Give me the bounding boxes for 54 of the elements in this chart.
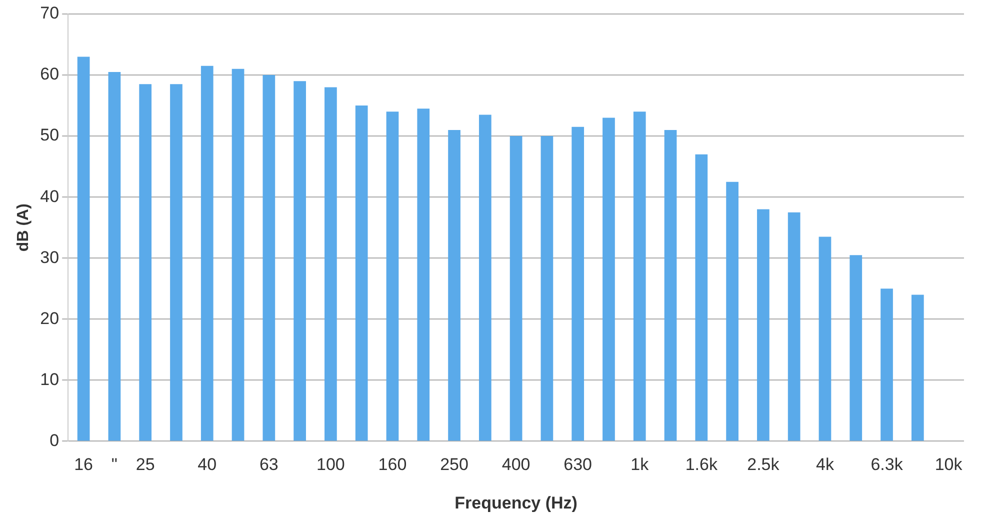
bar xyxy=(355,106,368,441)
x-tick-label: 160 xyxy=(378,455,407,474)
y-tick-label: 30 xyxy=(40,248,60,267)
y-tick-label: 0 xyxy=(50,430,60,450)
x-tick-label: 25 xyxy=(136,455,155,474)
x-tick-label: 2.5k xyxy=(747,455,780,474)
x-tick-label: 16 xyxy=(74,455,94,474)
bar xyxy=(262,75,276,441)
y-tick-label: 50 xyxy=(40,126,60,145)
bar xyxy=(850,255,862,441)
bar xyxy=(602,118,615,441)
bar xyxy=(324,87,337,441)
bar xyxy=(695,154,708,441)
y-tick-label: 40 xyxy=(40,186,60,206)
y-axis-title: dB (A) xyxy=(15,204,32,252)
bar xyxy=(757,209,770,441)
bar xyxy=(664,130,677,441)
y-tick-label: 70 xyxy=(40,4,60,23)
bar xyxy=(911,294,924,441)
y-tick-label: 10 xyxy=(40,370,60,389)
bar xyxy=(294,81,306,441)
bar xyxy=(510,136,522,441)
bar xyxy=(788,212,800,441)
x-tick-label: 100 xyxy=(316,455,345,474)
bar xyxy=(478,114,492,441)
bar xyxy=(726,182,738,441)
bar xyxy=(170,84,182,441)
bar xyxy=(417,108,430,441)
x-tick-label: 63 xyxy=(259,455,278,474)
bar xyxy=(448,130,460,441)
bar xyxy=(540,136,554,441)
x-tick-label: 400 xyxy=(502,455,530,474)
bar xyxy=(633,112,646,441)
y-tick-label: 20 xyxy=(40,308,60,328)
x-tick-label: " xyxy=(111,455,118,474)
x-axis-title: Frequency (Hz) xyxy=(454,493,578,512)
x-tick-label: 250 xyxy=(440,455,468,474)
bar xyxy=(108,72,121,441)
bar xyxy=(386,112,399,441)
x-tick-label: 40 xyxy=(198,455,217,474)
bar xyxy=(232,68,244,441)
x-tick-label: 10k xyxy=(934,455,963,474)
x-tick-label: 1.6k xyxy=(685,455,718,474)
bar xyxy=(818,236,832,441)
bar xyxy=(139,84,152,441)
y-tick-label: 60 xyxy=(40,64,60,84)
x-tick-label: 630 xyxy=(564,455,592,474)
x-tick-label: 4k xyxy=(816,455,834,474)
x-tick-label: 6.3k xyxy=(870,455,904,474)
x-tick-label: 1k xyxy=(630,455,650,474)
bar xyxy=(200,66,214,441)
bar xyxy=(880,288,893,441)
bar xyxy=(77,56,90,441)
bar xyxy=(572,126,584,441)
